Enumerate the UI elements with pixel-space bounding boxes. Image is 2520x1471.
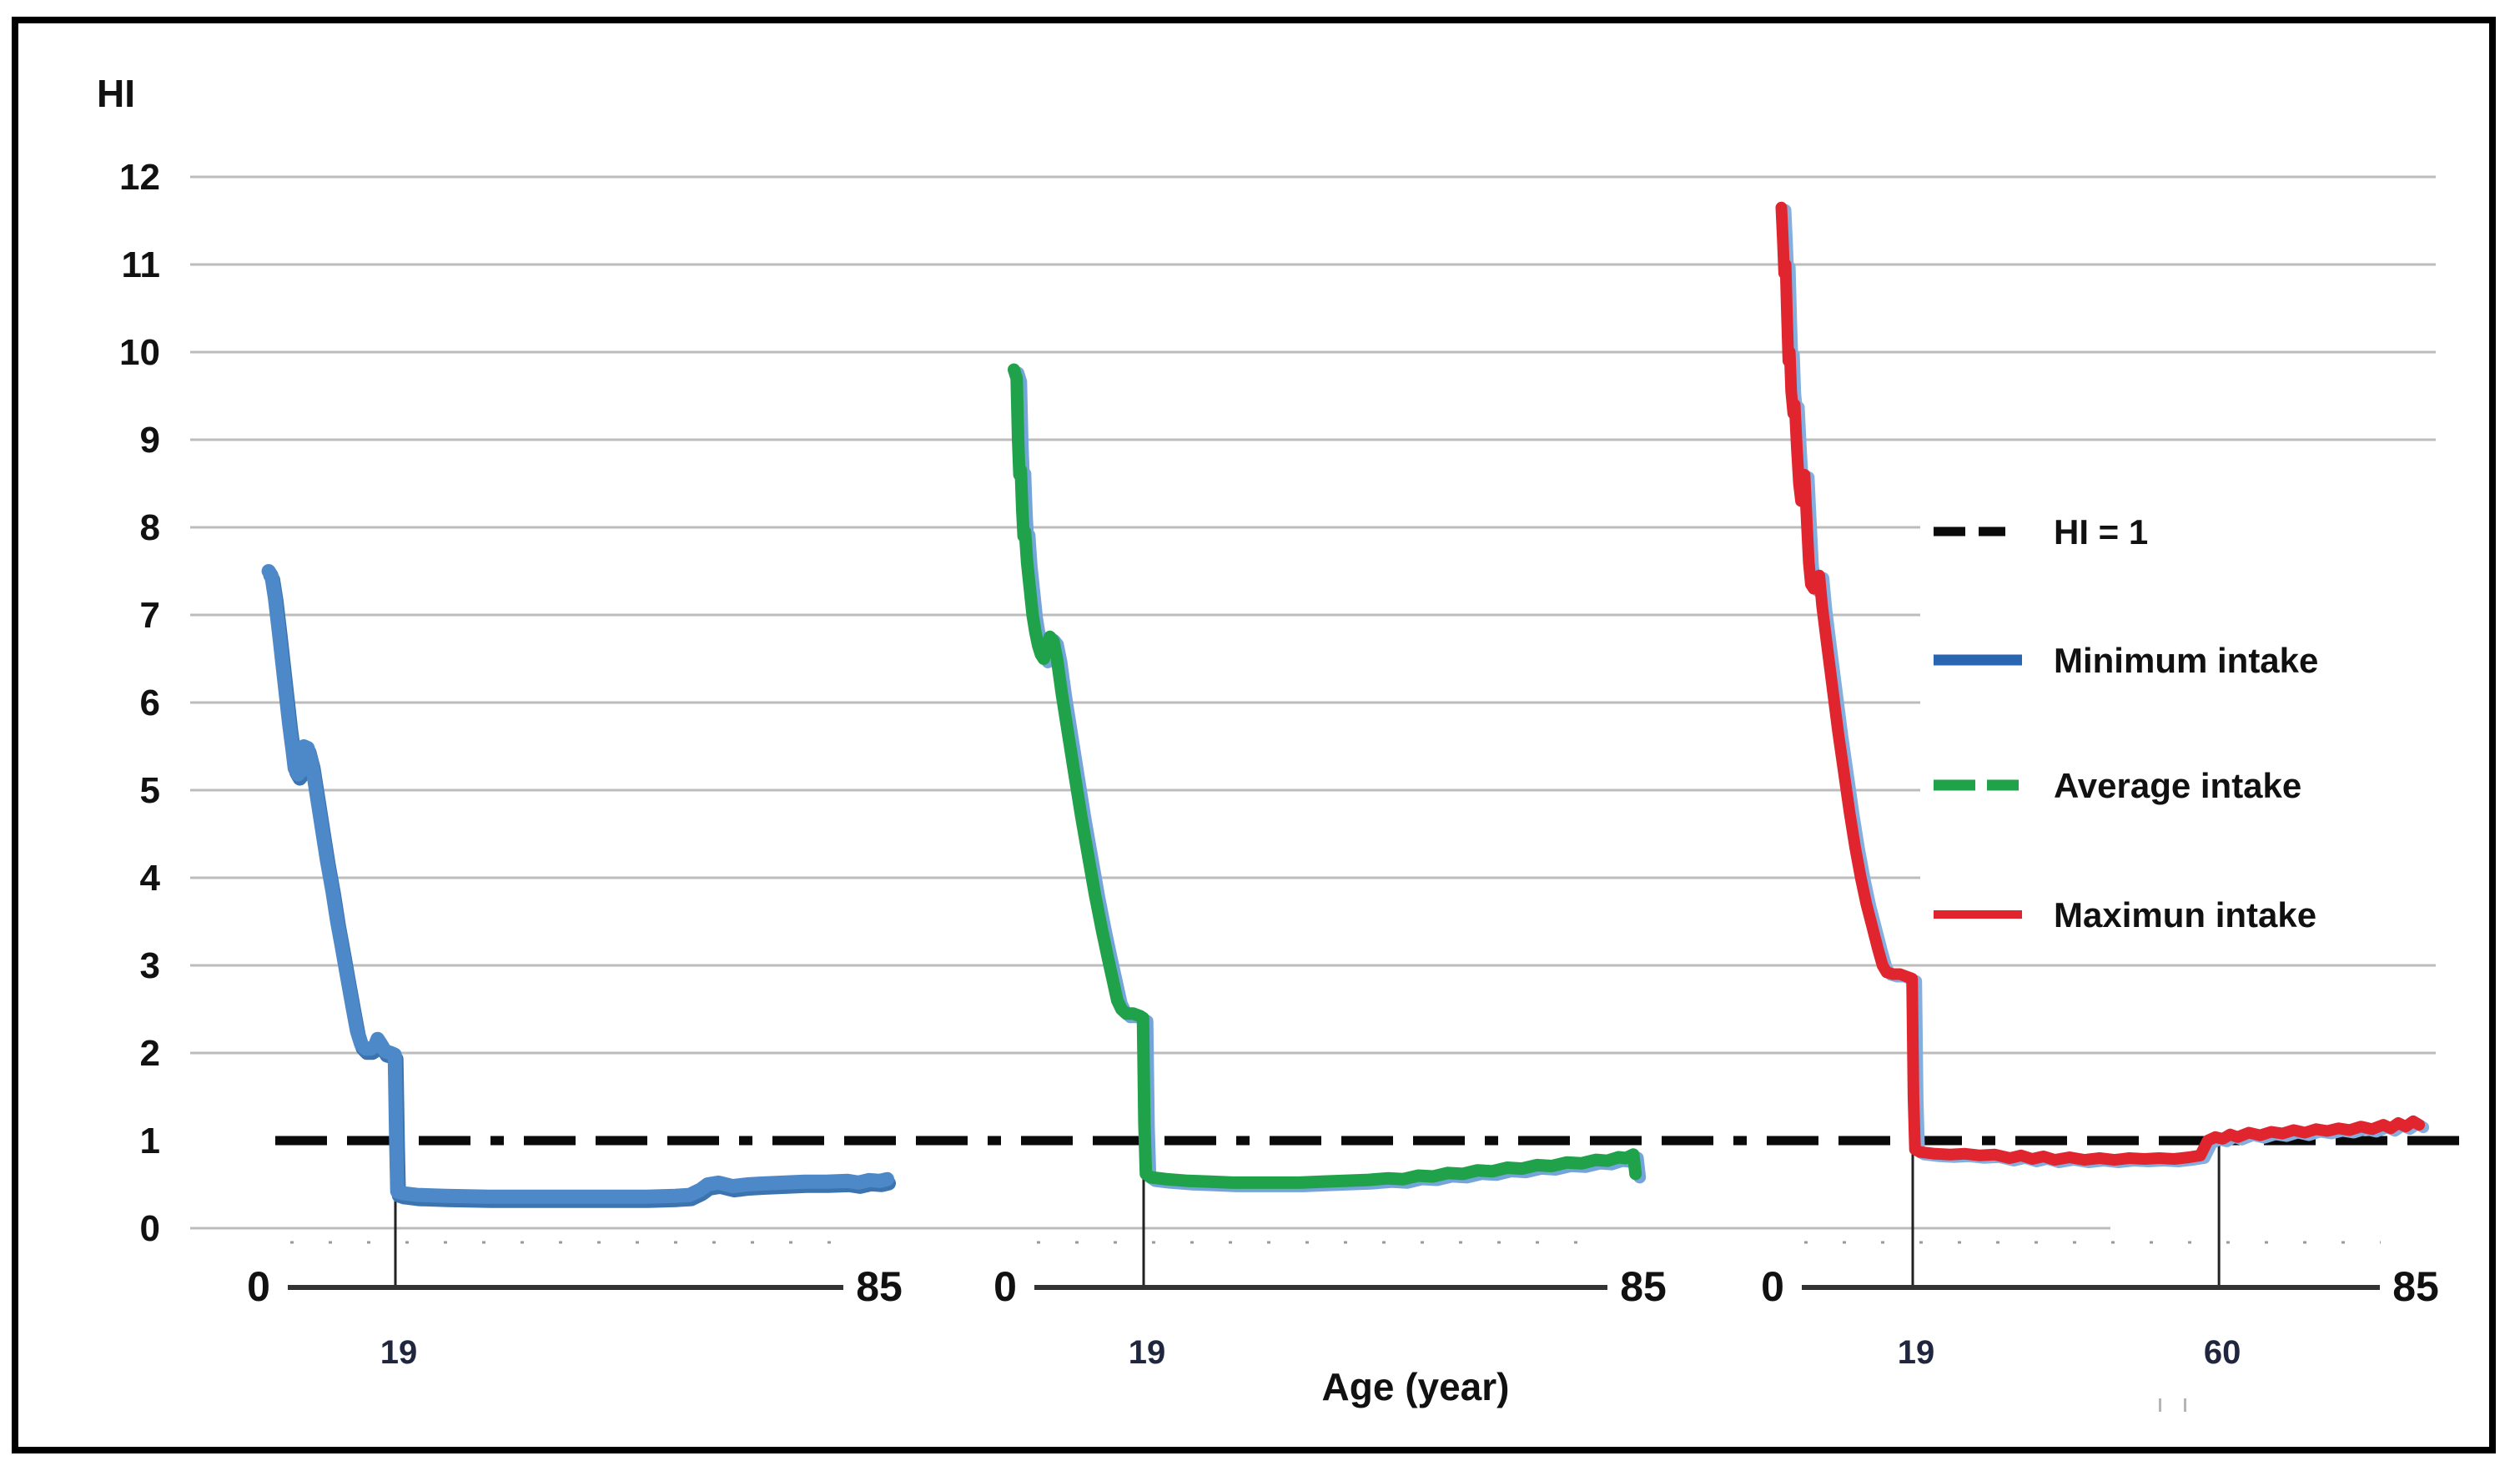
panels-layer: 19 0 85 19 0 85 19 60 0 85 <box>247 1136 2439 1371</box>
legend-label-1: Minimum intake <box>2054 641 2318 680</box>
y-tick-11: 11 <box>121 244 160 285</box>
y-tick-10: 10 <box>119 332 160 373</box>
scan-artifacts <box>2159 1398 2186 1412</box>
x-tick-19: 19 <box>1129 1334 1166 1371</box>
x-tick-19: 19 <box>1898 1334 1935 1371</box>
x-start-label: 0 <box>1761 1263 1784 1310</box>
x-start-label: 0 <box>993 1263 1017 1310</box>
y-tick-3: 3 <box>140 945 160 986</box>
axis-label-layer: HI Age (year) <box>97 72 1509 1408</box>
x-end-label: 85 <box>2392 1263 2439 1310</box>
curve-shadow-1 <box>263 568 896 1208</box>
x-end-label: 85 <box>856 1263 903 1310</box>
curve-average-intake <box>1008 363 1642 1189</box>
y-tick-4: 4 <box>140 858 161 899</box>
x-tick-60: 60 <box>2204 1334 2241 1371</box>
y-tick-2: 2 <box>140 1033 160 1074</box>
y-tick-7: 7 <box>140 595 160 636</box>
y-tick-12: 12 <box>119 157 160 198</box>
legend-label-0: HI = 1 <box>2054 512 2148 552</box>
y-tick-1: 1 <box>140 1121 160 1161</box>
legend-box <box>1920 487 2486 951</box>
curve-maximun-intake <box>1775 201 2426 1166</box>
curves-layer <box>261 201 2430 1208</box>
y-tick-8: 8 <box>140 507 160 548</box>
x-tick-19: 19 <box>380 1334 418 1371</box>
legend-label-2: Average intake <box>2054 766 2301 805</box>
x-start-label: 0 <box>247 1263 270 1310</box>
y-tick-6: 6 <box>140 683 160 723</box>
artifact-tick <box>2159 1398 2161 1412</box>
curve-minimum-intake <box>261 564 894 1204</box>
artifact-tick <box>2184 1398 2186 1412</box>
y-axis-title: HI <box>97 72 135 115</box>
curve-shadow-2 <box>1012 366 1647 1192</box>
legend-label-3: Maximun intake <box>2054 895 2316 934</box>
y-tick-5: 5 <box>140 770 160 811</box>
y-tick-0: 0 <box>140 1208 160 1249</box>
legend: HI = 1 Minimum intake Average intake Maximu… <box>1920 487 2486 951</box>
x-axis-title: Age (year) <box>1322 1365 1510 1408</box>
x-end-label: 85 <box>1620 1263 1667 1310</box>
y-tick-9: 9 <box>140 420 160 461</box>
